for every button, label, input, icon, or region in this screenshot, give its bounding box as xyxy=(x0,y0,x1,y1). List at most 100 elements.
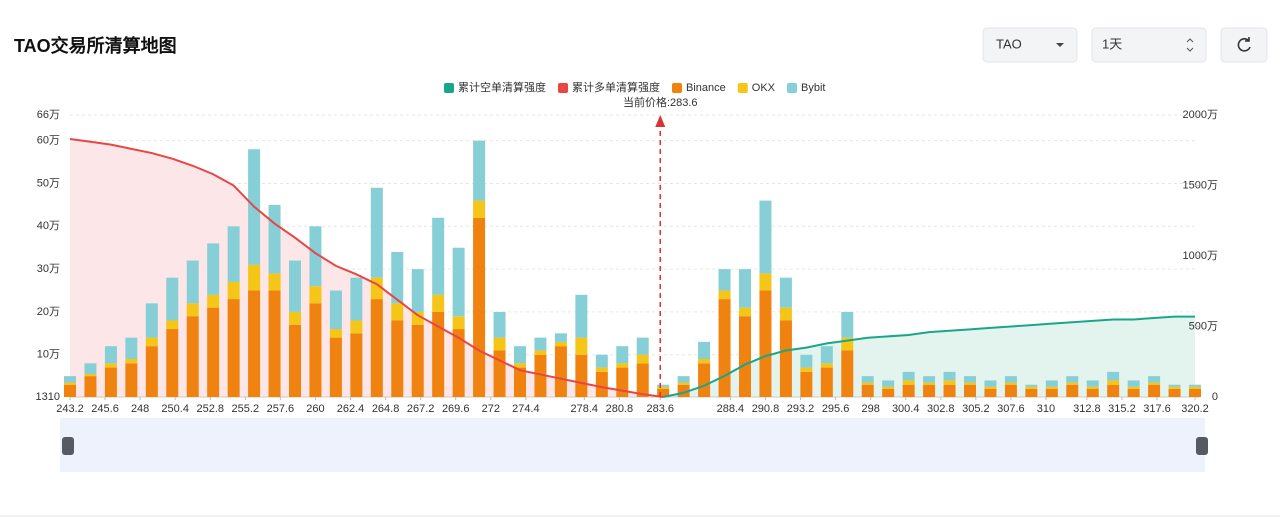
bar xyxy=(452,316,465,330)
bar xyxy=(473,140,486,201)
bar xyxy=(1148,382,1161,385)
bar xyxy=(718,299,731,397)
chart-title: TAO交易所清算地图 xyxy=(14,35,177,56)
y-tick-label: 20万 xyxy=(37,306,60,318)
bar xyxy=(166,329,179,397)
bar xyxy=(1168,386,1181,389)
refresh-button[interactable] xyxy=(1220,27,1268,63)
bar xyxy=(452,247,465,317)
y-tick-label: 66万 xyxy=(37,109,60,121)
slider-handle[interactable] xyxy=(62,437,74,455)
bar xyxy=(391,303,404,321)
x-tick-label: 269.6 xyxy=(442,403,470,415)
bar xyxy=(698,363,711,397)
x-tick-label: 262.4 xyxy=(337,403,365,415)
slider-handle[interactable] xyxy=(1196,437,1208,455)
bar xyxy=(943,384,956,397)
bar xyxy=(432,217,445,295)
x-tick-label: 305.2 xyxy=(962,403,990,415)
bar xyxy=(1025,386,1038,389)
line xyxy=(69,137,664,398)
bar xyxy=(1168,388,1181,397)
select-box[interactable] xyxy=(1091,27,1207,63)
bar xyxy=(84,376,97,397)
x-tick-label: 317.6 xyxy=(1143,403,1171,415)
caret xyxy=(1186,38,1194,52)
bar xyxy=(759,290,772,397)
y-tick-label: 10万 xyxy=(37,349,60,361)
legend-label: 累计空单清算强度 xyxy=(458,80,546,94)
bar xyxy=(1107,384,1120,397)
bar xyxy=(636,354,649,364)
bar xyxy=(289,311,301,325)
bar xyxy=(1086,388,1099,397)
bar xyxy=(207,307,220,397)
bar xyxy=(677,382,690,385)
x-tick-label: 280.8 xyxy=(606,403,634,415)
bar xyxy=(289,260,301,312)
bar xyxy=(984,388,997,397)
bar xyxy=(759,200,772,274)
area xyxy=(663,316,1195,397)
bar xyxy=(718,269,731,291)
y-tick-label: 60万 xyxy=(37,135,60,147)
button-box[interactable] xyxy=(1220,27,1268,63)
bar xyxy=(595,371,608,397)
bar xyxy=(452,329,465,397)
bar xyxy=(554,333,567,342)
bar xyxy=(370,299,383,397)
legend-swatch xyxy=(787,83,797,93)
line xyxy=(662,315,1195,398)
x-tick-label: 250.4 xyxy=(161,403,189,415)
bar xyxy=(677,376,690,383)
bar xyxy=(227,299,240,397)
bar xyxy=(534,337,547,351)
bar xyxy=(861,382,874,385)
y-tick-label: 50万 xyxy=(37,177,60,189)
bar xyxy=(1066,382,1079,385)
bar xyxy=(104,363,117,368)
zoom-slider[interactable] xyxy=(60,418,1205,472)
x-tick-label: 310 xyxy=(1037,403,1055,415)
bar xyxy=(104,346,117,364)
legend-label: Binance xyxy=(686,82,726,94)
y2-tick-label: 0 xyxy=(1212,391,1218,403)
bar xyxy=(309,286,322,304)
bar xyxy=(1127,386,1140,389)
y2-tick-label: 1500万 xyxy=(1183,179,1218,191)
bar xyxy=(432,294,445,312)
bar xyxy=(350,320,363,334)
symbol-select[interactable]: TAO xyxy=(982,27,1078,63)
x-tick-label: 295.6 xyxy=(822,403,850,415)
legend-label: Bybit xyxy=(801,82,825,94)
bar xyxy=(391,251,404,304)
bar xyxy=(268,204,281,274)
legend-label: OKX xyxy=(752,82,776,94)
bar xyxy=(1148,376,1161,383)
area xyxy=(70,138,664,397)
bar xyxy=(1025,388,1038,397)
bar xyxy=(1025,384,1038,387)
bar xyxy=(64,384,76,397)
bar xyxy=(145,303,158,338)
bar xyxy=(64,382,76,385)
y2-tick-label: 500万 xyxy=(1189,320,1218,332)
bar xyxy=(473,217,486,397)
x-tick-label: 264.8 xyxy=(372,403,400,415)
bar xyxy=(493,337,506,351)
bar xyxy=(657,388,670,397)
bar xyxy=(923,382,936,385)
bar xyxy=(1004,382,1017,385)
bar xyxy=(902,384,915,397)
bar xyxy=(1189,386,1201,389)
x-tick-label: 274.4 xyxy=(512,403,540,415)
bar xyxy=(718,290,731,300)
y-tick-label: 30万 xyxy=(37,263,60,275)
bar xyxy=(207,294,220,308)
bar xyxy=(534,354,547,397)
period-select[interactable]: 1天 xyxy=(1091,27,1207,63)
bar xyxy=(636,363,649,397)
x-tick-label: 293.2 xyxy=(787,403,815,415)
select-box[interactable] xyxy=(982,27,1078,63)
current-price-label: 当前价格:283.6 xyxy=(623,95,698,109)
